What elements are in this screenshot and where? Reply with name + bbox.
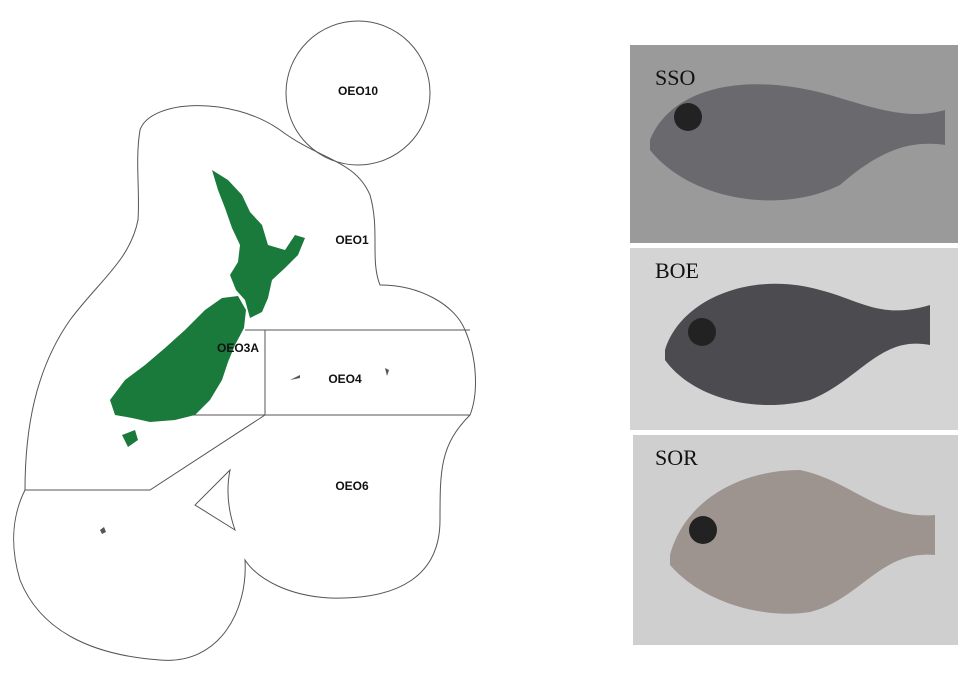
area-label: OEO4 [328, 372, 362, 386]
region-outline [285, 20, 431, 166]
map: OEO10 OEO1 OEO3A OEO4 OEO6 [13, 20, 476, 661]
region-outline [13, 105, 476, 661]
area-label: OEO10 [338, 84, 378, 98]
photo: SOR [633, 435, 958, 645]
south-island [110, 296, 246, 447]
fish-eye [688, 318, 716, 346]
area-label: OEO1 [335, 233, 369, 247]
area-label: OEO3A [217, 341, 259, 355]
fish-label: SOR [655, 445, 698, 470]
fish-label: BOE [655, 258, 699, 283]
fish-eye [689, 516, 717, 544]
fish [670, 470, 935, 614]
fish [665, 283, 930, 406]
north-island [212, 170, 305, 318]
fish-eye [674, 103, 702, 131]
fish [650, 84, 945, 201]
area-label: OEO6 [335, 479, 369, 493]
region-boundary [25, 329, 470, 532]
fish-label: SSO [655, 65, 695, 90]
photo: BOE [630, 248, 958, 430]
photo: SSO [630, 45, 958, 243]
